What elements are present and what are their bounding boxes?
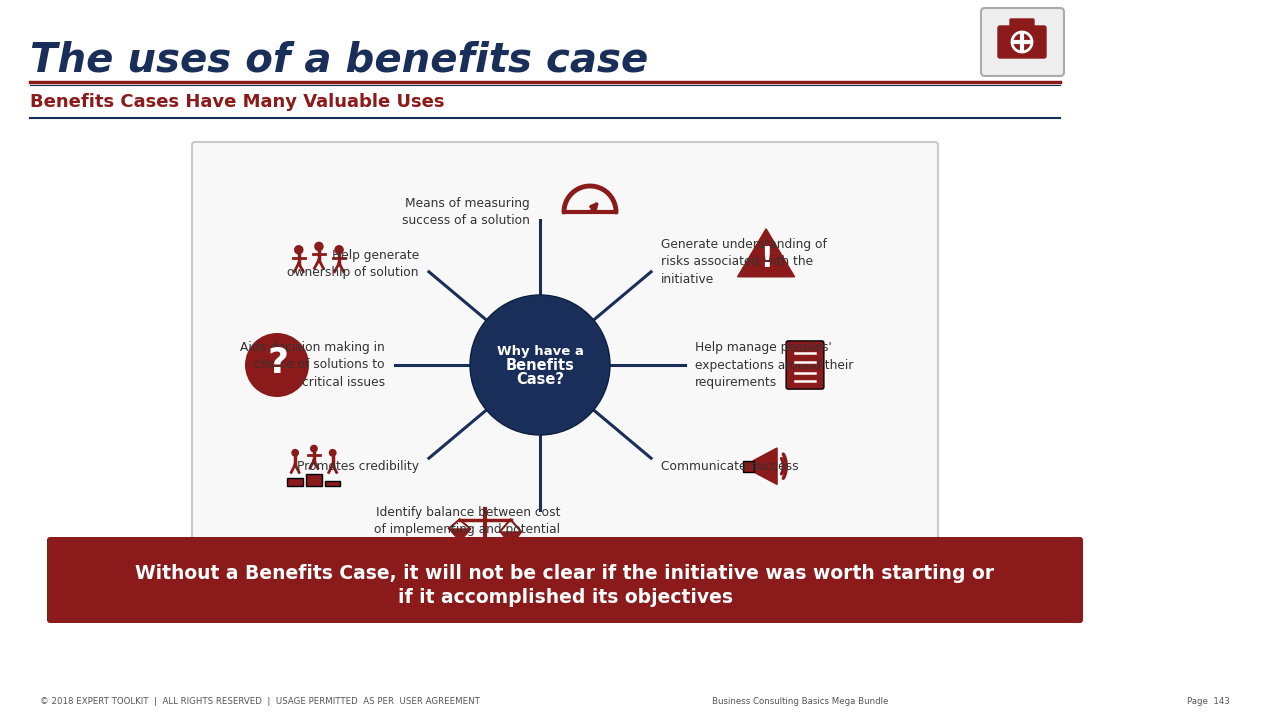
FancyBboxPatch shape bbox=[786, 341, 824, 389]
FancyBboxPatch shape bbox=[287, 478, 303, 487]
Polygon shape bbox=[737, 229, 795, 276]
Text: Page  143: Page 143 bbox=[1187, 698, 1230, 706]
Text: Business Consulting Basics Mega Bundle: Business Consulting Basics Mega Bundle bbox=[712, 698, 888, 706]
Text: Aids decision making in
choice of solutions to
critical issues: Aids decision making in choice of soluti… bbox=[241, 341, 385, 389]
FancyBboxPatch shape bbox=[47, 537, 1083, 623]
Circle shape bbox=[334, 245, 344, 255]
Text: Why have a: Why have a bbox=[497, 344, 584, 358]
Circle shape bbox=[329, 449, 337, 456]
Text: Identify balance between cost
of implementing and potential
benefits: Identify balance between cost of impleme… bbox=[374, 506, 561, 554]
Text: Help generate
ownership of solution: Help generate ownership of solution bbox=[288, 248, 419, 279]
FancyBboxPatch shape bbox=[306, 474, 321, 487]
Circle shape bbox=[294, 245, 303, 255]
Text: Generate understanding of
risks associated with the
initiative: Generate understanding of risks associat… bbox=[660, 238, 827, 286]
Text: Promotes credibility: Promotes credibility bbox=[297, 459, 419, 473]
Text: Benefits: Benefits bbox=[506, 358, 575, 372]
Text: Means of measuring
success of a solution: Means of measuring success of a solution bbox=[402, 197, 530, 228]
Polygon shape bbox=[753, 448, 777, 485]
Text: Case?: Case? bbox=[516, 372, 564, 387]
FancyBboxPatch shape bbox=[980, 8, 1064, 76]
Circle shape bbox=[314, 242, 324, 251]
FancyBboxPatch shape bbox=[1010, 19, 1034, 31]
Circle shape bbox=[244, 333, 308, 397]
FancyBboxPatch shape bbox=[325, 481, 340, 487]
Text: !: ! bbox=[760, 245, 772, 273]
Text: © 2018 EXPERT TOOLKIT  |  ALL RIGHTS RESERVED  |  USAGE PERMITTED  AS PER  USER : © 2018 EXPERT TOOLKIT | ALL RIGHTS RESER… bbox=[40, 698, 480, 706]
Text: Benefits Cases Have Many Valuable Uses: Benefits Cases Have Many Valuable Uses bbox=[29, 93, 444, 111]
FancyBboxPatch shape bbox=[998, 26, 1046, 58]
Text: if it accomplished its objectives: if it accomplished its objectives bbox=[398, 588, 732, 607]
FancyBboxPatch shape bbox=[744, 461, 754, 472]
Text: ?: ? bbox=[268, 346, 288, 380]
Text: Communicate success: Communicate success bbox=[660, 459, 799, 473]
Circle shape bbox=[292, 449, 300, 456]
Circle shape bbox=[310, 445, 317, 452]
Text: Help manage peoples'
expectations around their
requirements: Help manage peoples' expectations around… bbox=[695, 341, 854, 389]
Text: The uses of a benefits case: The uses of a benefits case bbox=[29, 40, 648, 80]
Text: Without a Benefits Case, it will not be clear if the initiative was worth starti: Without a Benefits Case, it will not be … bbox=[136, 564, 995, 583]
FancyBboxPatch shape bbox=[192, 142, 938, 578]
Circle shape bbox=[470, 295, 611, 435]
